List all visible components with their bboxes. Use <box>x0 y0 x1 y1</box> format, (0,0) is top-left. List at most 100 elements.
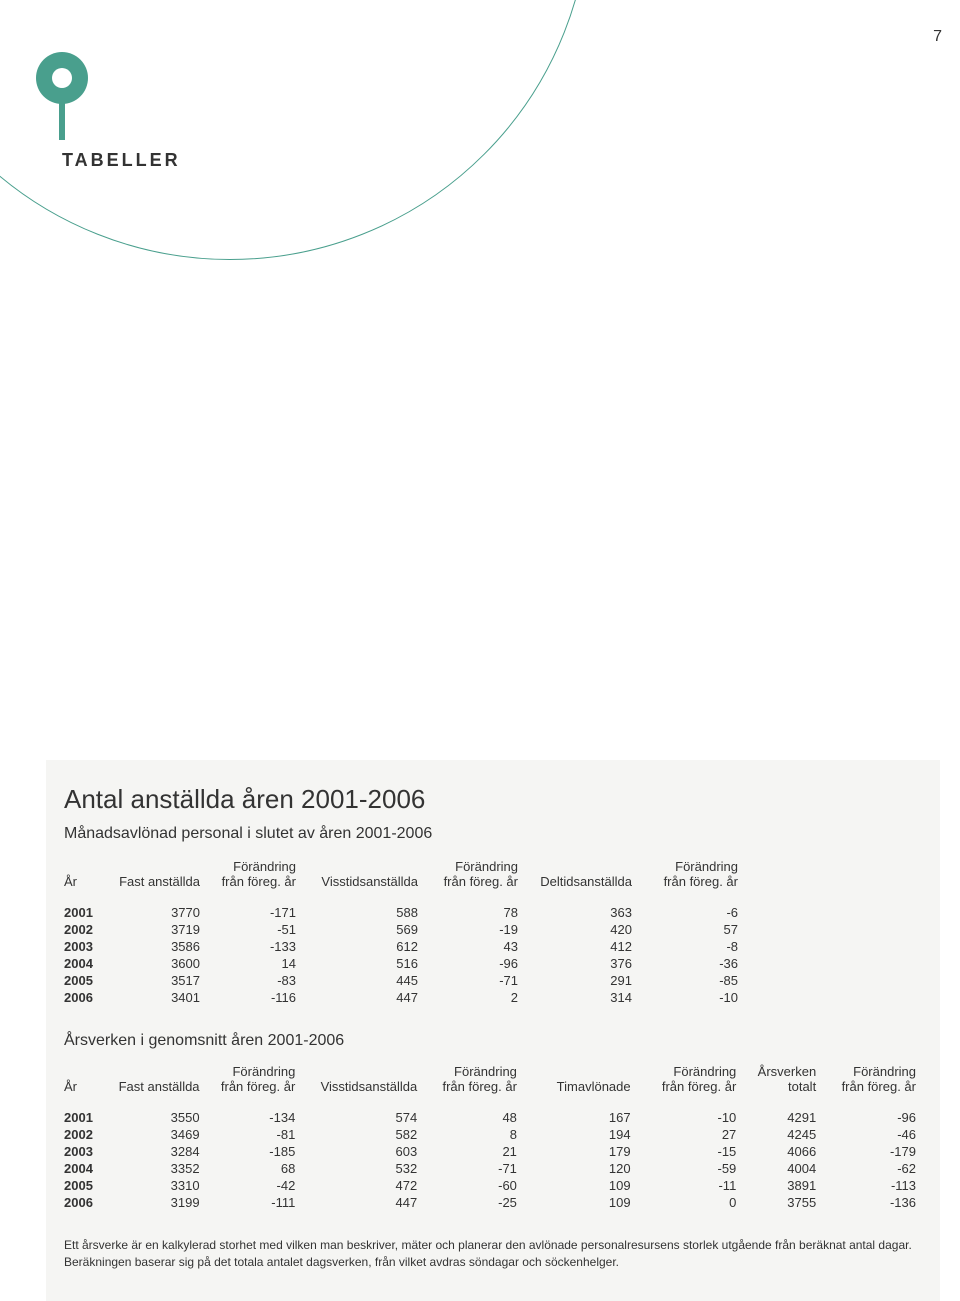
col-header: Förändring från föreg. år <box>822 1064 922 1100</box>
cell: 3755 <box>742 1194 822 1211</box>
cell: -62 <box>822 1160 922 1177</box>
cell: -116 <box>206 989 302 1006</box>
col-header: Deltidsanställda <box>524 859 638 895</box>
cell: 2002 <box>64 921 110 938</box>
cell: 3199 <box>110 1194 206 1211</box>
cell: 57 <box>638 921 744 938</box>
col-header: Förändring från föreg. år <box>423 1064 523 1100</box>
col-header: Fast anställda <box>110 859 206 895</box>
col-header: Fast anställda <box>110 1064 206 1100</box>
cell: -59 <box>637 1160 743 1177</box>
cell: 612 <box>302 938 424 955</box>
cell: 2006 <box>64 1194 110 1211</box>
cell: -15 <box>637 1143 743 1160</box>
table-row: 2005 3517 -83 445 -71 291 -85 <box>64 972 744 989</box>
cell: -179 <box>822 1143 922 1160</box>
col-header: Förändring från föreg. år <box>206 1064 302 1100</box>
cell: 14 <box>206 955 302 972</box>
table-row: 2006 3199 -111 447 -25 109 0 3755 -136 <box>64 1194 922 1211</box>
cell: -6 <box>638 895 744 921</box>
cell: -51 <box>206 921 302 938</box>
cell: 3891 <box>742 1177 822 1194</box>
cell: 194 <box>523 1126 637 1143</box>
cell: 363 <box>524 895 638 921</box>
col-header: Förändring från föreg. år <box>638 859 744 895</box>
table-row: 2002 3719 -51 569 -19 420 57 <box>64 921 744 938</box>
cell: -96 <box>822 1100 922 1126</box>
cell: 2002 <box>64 1126 110 1143</box>
col-header: Förändring från föreg. år <box>424 859 524 895</box>
cell: 582 <box>301 1126 423 1143</box>
cell: 167 <box>523 1100 637 1126</box>
cell: 27 <box>637 1126 743 1143</box>
cell: -36 <box>638 955 744 972</box>
table-row: 2005 3310 -42 472 -60 109 -11 3891 -113 <box>64 1177 922 1194</box>
cell: -134 <box>206 1100 302 1126</box>
cell: 3600 <box>110 955 206 972</box>
cell: -171 <box>206 895 302 921</box>
table-1: År Fast anställda Förändring från föreg.… <box>64 859 744 1006</box>
cell: 109 <box>523 1194 637 1211</box>
cell: -42 <box>206 1177 302 1194</box>
cell: -136 <box>822 1194 922 1211</box>
cell: 3469 <box>110 1126 206 1143</box>
cell: 4291 <box>742 1100 822 1126</box>
cell: 472 <box>301 1177 423 1194</box>
cell: 2005 <box>64 1177 110 1194</box>
col-header: År <box>64 1064 110 1100</box>
cell: 2003 <box>64 938 110 955</box>
col-header: Visstidsanställda <box>302 859 424 895</box>
cell: -11 <box>637 1177 743 1194</box>
cell: 420 <box>524 921 638 938</box>
cell: 2004 <box>64 955 110 972</box>
cell: 603 <box>301 1143 423 1160</box>
logo-icon <box>34 50 90 142</box>
cell: -10 <box>637 1100 743 1126</box>
cell: 569 <box>302 921 424 938</box>
subtitle-2: Årsverken i genomsnitt åren 2001-2006 <box>64 1032 922 1050</box>
table-1-body: 2001 3770 -171 588 78 363 -6 2002 3719 -… <box>64 895 744 1006</box>
footnote: Ett årsverke är en kalkylerad storhet me… <box>64 1237 922 1271</box>
cell: 3284 <box>110 1143 206 1160</box>
cell: 574 <box>301 1100 423 1126</box>
cell: 2001 <box>64 1100 110 1126</box>
cell: -25 <box>423 1194 523 1211</box>
cell: 8 <box>423 1126 523 1143</box>
cell: 447 <box>302 989 424 1006</box>
cell: 3401 <box>110 989 206 1006</box>
cell: 2001 <box>64 895 110 921</box>
cell: -133 <box>206 938 302 955</box>
cell: 4066 <box>742 1143 822 1160</box>
cell: -71 <box>423 1160 523 1177</box>
cell: -71 <box>424 972 524 989</box>
cell: 3550 <box>110 1100 206 1126</box>
col-header: Visstidsanställda <box>301 1064 423 1100</box>
cell: 2006 <box>64 989 110 1006</box>
cell: -8 <box>638 938 744 955</box>
cell: 314 <box>524 989 638 1006</box>
cell: 588 <box>302 895 424 921</box>
section-label: TABELLER <box>62 150 181 171</box>
cell: -185 <box>206 1143 302 1160</box>
cell: 3352 <box>110 1160 206 1177</box>
table-row: 2001 3550 -134 574 48 167 -10 4291 -96 <box>64 1100 922 1126</box>
table-row: 2003 3586 -133 612 43 412 -8 <box>64 938 744 955</box>
content-panel: Antal anställda åren 2001-2006 Månadsavl… <box>46 760 940 1301</box>
table-row: 2003 3284 -185 603 21 179 -15 4066 -179 <box>64 1143 922 1160</box>
cell: 376 <box>524 955 638 972</box>
cell: 21 <box>423 1143 523 1160</box>
cell: 412 <box>524 938 638 955</box>
table-row: 2004 3600 14 516 -96 376 -36 <box>64 955 744 972</box>
cell: 291 <box>524 972 638 989</box>
cell: 445 <box>302 972 424 989</box>
cell: -111 <box>206 1194 302 1211</box>
table-row: 2002 3469 -81 582 8 194 27 4245 -46 <box>64 1126 922 1143</box>
cell: 3586 <box>110 938 206 955</box>
cell: 68 <box>206 1160 302 1177</box>
cell: -96 <box>424 955 524 972</box>
table-2: År Fast anställda Förändring från föreg.… <box>64 1064 922 1211</box>
cell: 179 <box>523 1143 637 1160</box>
cell: -19 <box>424 921 524 938</box>
page-number: 7 <box>933 28 942 46</box>
cell: -83 <box>206 972 302 989</box>
